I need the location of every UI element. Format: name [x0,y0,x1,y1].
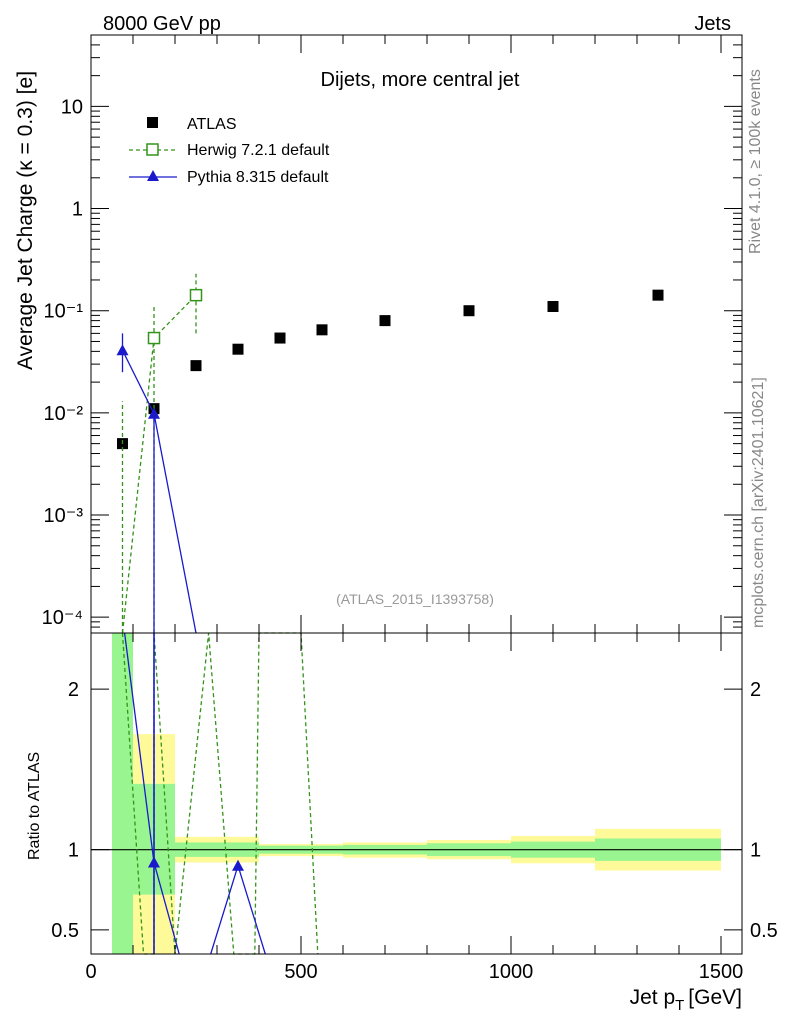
y-tick-label: 10⁻¹ [44,301,84,323]
uncertainty-band-inner [112,633,133,954]
series-line [121,349,197,634]
x-tick-label: 1000 [489,961,534,983]
atlas-point [652,289,664,301]
x-tick-label: 500 [284,961,317,983]
main-ticks: 10 1 10⁻¹ 10⁻² 10⁻³ 10⁻⁴ [42,34,742,634]
y-tick-label: 1 [72,199,83,221]
pythia-point [148,407,160,419]
herwig-point [147,331,161,345]
atlas-point [463,305,475,317]
ratio-panel: 0.5 0.5 1 1 2 2 0 500 1000 1500 Ratio to ATLAS Je… [26,632,778,1014]
ratio-frame [90,632,743,955]
ratio-ticks: 0.5 0.5 1 1 2 2 0 500 1000 1500 [51,633,778,983]
pythia-point [116,344,129,356]
legend-atlas-label: ATLAS [187,116,237,133]
ratio-series-line [210,863,266,955]
ratio-pythia-point [148,856,160,868]
main-panel: Dijets, more central jet (ATLAS_2015_I13… [14,34,743,634]
x-axis-label: Jet pT [GeV] [630,986,742,1014]
atlas-point [274,332,286,344]
atlas-point [190,360,202,372]
atlas-point [547,300,559,312]
herwig-point [189,288,203,302]
ratio-y-tick-label: 2 [68,679,79,701]
main-series [116,273,664,634]
chart-title: Dijets, more central jet [321,69,520,91]
atlas-point [379,315,391,327]
series-line [121,294,197,634]
y-axis-label: Average Jet Charge (κ = 0.3) [e] [14,71,37,370]
rivet-label: Rivet 4.1.0, ≥ 100k events [747,69,764,254]
y-tick-label: 10 [61,96,83,118]
ratio-bands [91,633,742,954]
ratio-y-tick-label: 0.5 [51,920,79,942]
ratio-y-axis-label: Ratio to ATLAS [26,752,43,860]
ratio-y-tick-label-right: 0.5 [750,920,778,942]
legend: ATLAS Herwig 7.2.1 default Pythia 8.315 … [129,116,330,186]
ratio-y-tick-label-right: 1 [750,840,761,862]
header-process: 8000 GeV pp [103,13,221,35]
x-tick-label: 1500 [699,961,744,983]
legend-herwig-label: Herwig 7.2.1 default [187,142,330,159]
ratio-pythia-point [232,859,244,871]
atlas-point [316,324,328,336]
x-tick-label: 0 [85,961,96,983]
header-category: Jets [694,13,731,35]
y-tick-label: 10⁻² [44,403,84,425]
ratio-y-tick-label-right: 2 [750,679,761,701]
legend-pythia-label: Pythia 8.315 default [187,169,329,186]
y-tick-label: 10⁻⁴ [42,607,83,629]
ratio-y-tick-label: 1 [68,840,79,862]
analysis-id: (ATLAS_2015_I1393758) [336,591,494,607]
legend-atlas-marker [147,117,158,128]
mcplots-label: mcplots.cern.ch [arXiv:2401.10621] [750,377,767,628]
legend-herwig-marker [146,143,159,156]
legend-pythia-marker [147,170,159,181]
atlas-point [232,343,244,355]
y-tick-label: 10⁻³ [44,505,84,527]
